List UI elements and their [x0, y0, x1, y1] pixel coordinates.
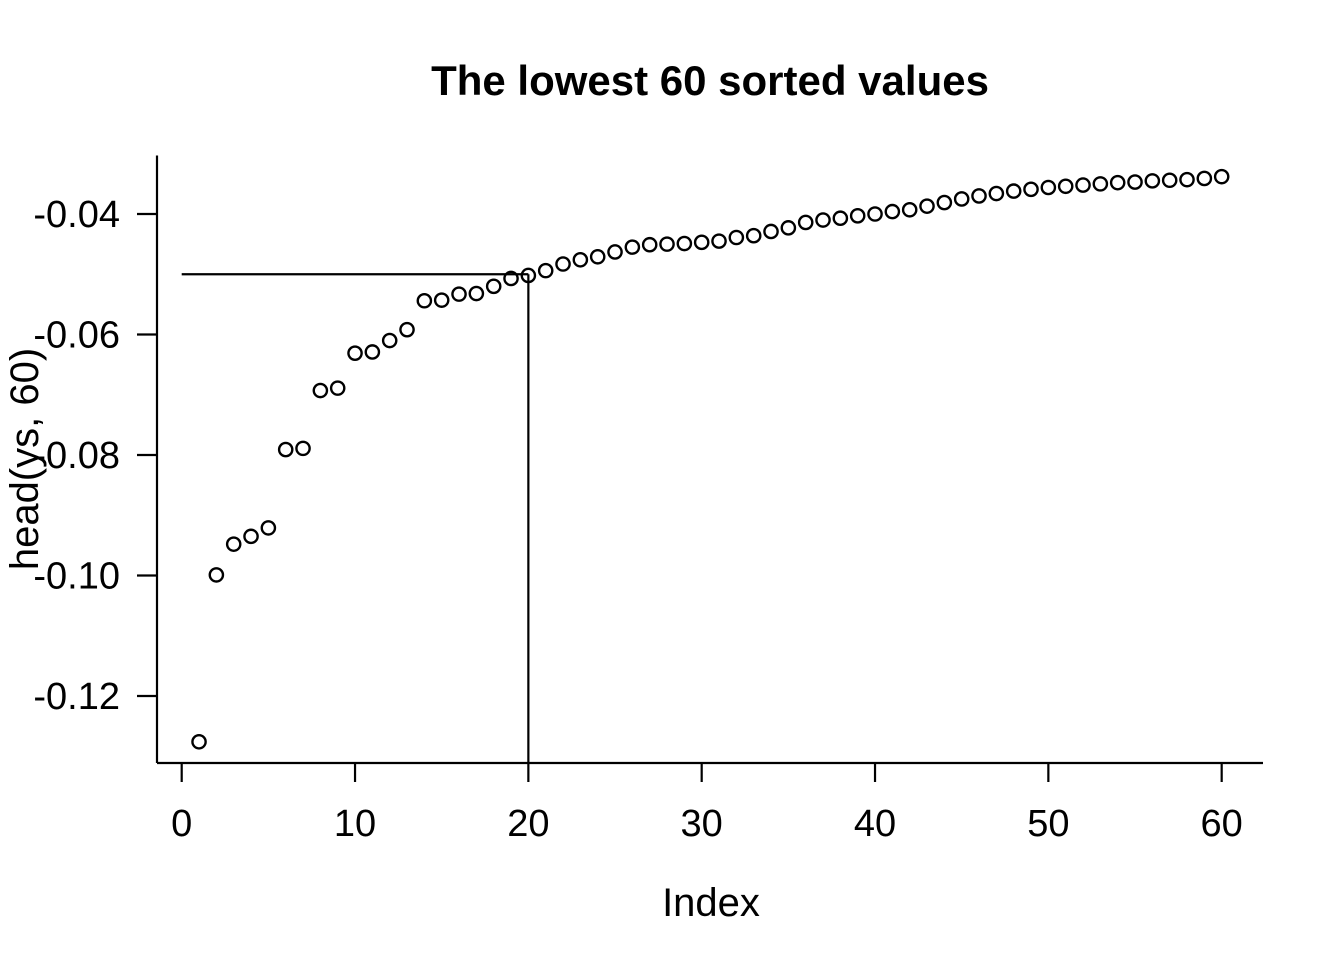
data-point: [1213, 168, 1230, 185]
data-point: [208, 567, 225, 583]
data-point: [364, 344, 381, 360]
data-points: [191, 168, 1230, 750]
data-point: [971, 188, 987, 204]
data-point: [659, 236, 675, 252]
data-point: [225, 536, 242, 552]
data-point: [849, 208, 866, 224]
data-point: [329, 380, 346, 396]
data-point: [988, 185, 1005, 202]
y-tick-label: -0.04: [33, 194, 120, 236]
data-point: [191, 733, 207, 750]
data-point: [1057, 178, 1074, 195]
chart-title: The lowest 60 sorted values: [431, 57, 989, 104]
data-point: [295, 440, 311, 457]
data-point: [520, 267, 537, 284]
y-tick-label: -0.10: [33, 556, 120, 598]
data-point: [1196, 170, 1213, 187]
y-axis-title: head(ys, 60): [3, 348, 47, 570]
data-point: [676, 235, 693, 252]
data-point: [347, 345, 363, 361]
data-point: [468, 285, 485, 302]
data-point: [832, 210, 849, 227]
x-tick-label: 0: [171, 803, 192, 845]
x-tick-label: 40: [854, 803, 896, 845]
data-point: [936, 194, 953, 211]
data-point: [797, 214, 814, 231]
x-tick-label: 20: [507, 803, 549, 845]
data-point: [1109, 174, 1126, 191]
axes: [155, 155, 1263, 765]
data-point: [607, 244, 623, 260]
x-tick-label: 50: [1027, 803, 1069, 845]
data-point: [433, 292, 450, 308]
data-point: [1127, 174, 1143, 190]
data-point: [1040, 179, 1057, 196]
data-point: [901, 201, 918, 218]
data-point: [1092, 176, 1109, 192]
data-point: [1075, 177, 1091, 193]
data-point: [537, 262, 554, 279]
x-axis-title: Index: [662, 881, 760, 925]
data-point: [589, 248, 606, 265]
data-point: [641, 236, 658, 253]
data-point: [884, 203, 901, 220]
data-point: [780, 220, 797, 236]
data-point: [503, 270, 519, 287]
data-point: [399, 321, 415, 338]
y-tick-label: -0.08: [33, 435, 120, 477]
x-tick-label: 30: [681, 803, 723, 845]
data-point: [451, 286, 467, 302]
data-point: [867, 206, 883, 222]
data-point: [1161, 172, 1178, 189]
data-point: [277, 441, 294, 458]
data-point: [243, 528, 259, 545]
data-point: [624, 239, 641, 255]
data-point: [572, 251, 589, 268]
data-point: [416, 292, 433, 309]
data-point: [260, 520, 277, 536]
data-point: [919, 198, 935, 214]
x-axis-ticks: 0 10 20 30 40 50 60: [171, 763, 1243, 845]
x-tick-label: 10: [334, 803, 376, 845]
annotation-lines: [181, 273, 530, 763]
data-point: [381, 332, 398, 349]
data-point: [485, 278, 502, 295]
data-point: [555, 256, 571, 272]
data-point: [1179, 171, 1195, 188]
data-point: [711, 233, 727, 249]
data-point: [1005, 183, 1022, 199]
data-point: [745, 227, 762, 244]
x-tick-label: 60: [1201, 803, 1243, 845]
data-point: [312, 382, 329, 399]
data-point: [1144, 173, 1161, 189]
y-tick-label: -0.06: [33, 315, 120, 357]
data-point: [953, 191, 970, 207]
data-point: [693, 234, 710, 251]
data-point: [728, 229, 745, 246]
data-point: [815, 212, 831, 228]
data-point: [763, 223, 779, 240]
data-point: [1023, 181, 1039, 198]
y-tick-label: -0.12: [33, 676, 120, 718]
y-axis-ticks: -0.04 -0.06 -0.08 -0.10 -0.12: [33, 194, 157, 718]
